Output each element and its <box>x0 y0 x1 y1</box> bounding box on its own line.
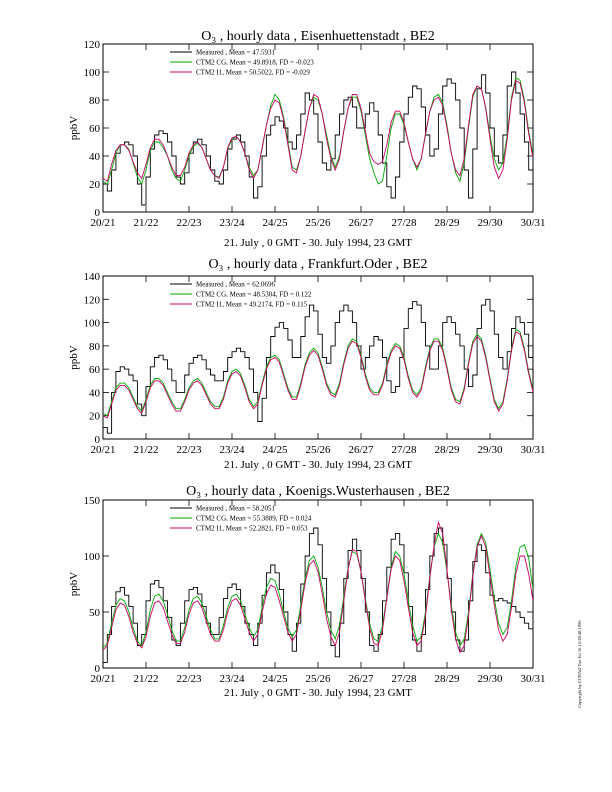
series-line-measured <box>103 71 533 206</box>
x-tick-label: 24/25 <box>262 673 288 685</box>
legend-label: CTM2 CG, Mean = 55.3889, FD = 0.024 <box>196 515 312 523</box>
chart-title: O₃ , hourly data , Frankfurt.Oder , BE2 <box>208 257 427 272</box>
x-tick-label: 30/31 <box>520 444 545 456</box>
x-tick-label: 26/27 <box>348 444 374 456</box>
copyright-note: Copyright by EURAD Tue Jul 16 15:28:48 1… <box>577 620 582 708</box>
legend-label: CTM2 I1, Mean = 49.2174, FD = 0.115 <box>196 301 308 309</box>
x-axis-label: 21. July , 0 GMT - 30. July 1994, 23 GMT <box>224 459 412 471</box>
y-tick-label: 50 <box>89 607 101 619</box>
x-tick-label: 29/30 <box>477 673 503 685</box>
chart-panel-2: O₃ , hourly data , Frankfurt.Oder , BE2 0… <box>68 257 546 471</box>
y-axis-label: ppbV <box>68 572 80 597</box>
y-tick-label: 40 <box>89 151 101 163</box>
y-tick-label: 0 <box>95 207 101 219</box>
x-tick-label: 25/26 <box>305 217 331 229</box>
x-tick-label: 30/31 <box>520 217 545 229</box>
x-tick-label: 30/31 <box>520 673 545 685</box>
series-line-ctm2-i1 <box>103 331 533 419</box>
legend-label: CTM2 I1, Mean = 50.5022, FD = -0.029 <box>196 69 310 77</box>
x-tick-label: 21/22 <box>133 217 158 229</box>
y-tick-label: 20 <box>89 411 101 423</box>
x-tick-label: 23/24 <box>219 444 245 456</box>
chart-panel-1: O₃ , hourly data , Eisenhuettenstadt , B… <box>68 29 546 249</box>
series-line-ctm2-cg <box>103 532 533 649</box>
y-tick-label: 150 <box>84 495 101 507</box>
x-tick-label: 20/21 <box>90 217 115 229</box>
chart-title: O₃ , hourly data , Eisenhuettenstadt , B… <box>201 29 435 44</box>
legend-label: CTM2 CG, Mean = 49.8918, FD = -0.023 <box>196 59 314 67</box>
x-tick-label: 27/28 <box>391 217 417 229</box>
x-tick-label: 23/24 <box>219 217 245 229</box>
x-tick-label: 21/22 <box>133 673 158 685</box>
y-axis-label: ppbV <box>68 345 80 370</box>
plot-frame <box>102 275 534 440</box>
x-tick-label: 28/29 <box>434 444 460 456</box>
legend-label: CTM2 I1, Mean = 52.2821, FD = 0.053 <box>196 525 308 533</box>
legend-label: Measured , Mean = 58.2051 <box>196 505 275 513</box>
x-tick-label: 20/21 <box>90 673 115 685</box>
y-tick-label: 120 <box>84 294 101 306</box>
y-tick-label: 0 <box>95 663 101 675</box>
x-tick-label: 27/28 <box>391 444 417 456</box>
x-axis-label: 21. July , 0 GMT - 30. July 1994, 23 GMT <box>224 687 412 699</box>
x-axis-label: 21. July , 0 GMT - 30. July 1994, 23 GMT <box>224 237 412 249</box>
x-tick-label: 22/23 <box>176 217 202 229</box>
chart-panels: O₃ , hourly data , Eisenhuettenstadt , B… <box>68 29 546 699</box>
y-tick-label: 140 <box>84 271 101 283</box>
x-tick-label: 26/27 <box>348 673 374 685</box>
series-line-ctm2-i1 <box>103 520 533 654</box>
chart-title: O₃ , hourly data , Koenigs.Wusterhausen … <box>186 484 450 499</box>
y-tick-label: 0 <box>95 434 101 446</box>
series-line-ctm2-i1 <box>103 79 533 182</box>
x-tick-label: 24/25 <box>262 217 288 229</box>
x-tick-label: 25/26 <box>305 444 331 456</box>
x-tick-label: 28/29 <box>434 217 460 229</box>
y-tick-label: 100 <box>84 67 101 79</box>
legend-label: Measured , Mean = 47.5931 <box>196 49 275 57</box>
x-tick-label: 29/30 <box>477 444 503 456</box>
y-tick-label: 80 <box>89 95 101 107</box>
chart-panel-3: O₃ , hourly data , Koenigs.Wusterhausen … <box>68 484 546 699</box>
x-tick-label: 25/26 <box>305 673 331 685</box>
x-tick-label: 20/21 <box>90 444 115 456</box>
y-axis-label: ppbV <box>68 116 80 141</box>
y-tick-label: 100 <box>84 318 101 330</box>
y-tick-label: 40 <box>89 387 101 399</box>
y-tick-label: 100 <box>84 551 101 563</box>
x-tick-label: 22/23 <box>176 673 202 685</box>
y-tick-label: 60 <box>89 364 101 376</box>
x-tick-label: 28/29 <box>434 673 460 685</box>
x-tick-label: 29/30 <box>477 217 503 229</box>
y-tick-label: 120 <box>84 39 101 51</box>
legend-label: CTM2 CG, Mean = 48.5304, FD = 0.122 <box>196 291 312 299</box>
x-tick-label: 21/22 <box>133 444 158 456</box>
series-line-ctm2-cg <box>103 328 533 417</box>
x-tick-label: 22/23 <box>176 444 202 456</box>
y-tick-label: 80 <box>89 341 101 353</box>
x-tick-label: 26/27 <box>348 217 374 229</box>
series-line-measured <box>103 527 533 663</box>
x-tick-label: 24/25 <box>262 444 288 456</box>
series-line-measured <box>103 298 533 434</box>
legend-label: Measured , Mean = 62.0696 <box>196 281 275 289</box>
series-line-ctm2-cg <box>103 76 533 186</box>
plot-frame <box>102 499 534 669</box>
y-tick-label: 20 <box>89 179 101 191</box>
y-tick-label: 60 <box>89 123 101 135</box>
x-tick-label: 23/24 <box>219 673 245 685</box>
x-tick-label: 27/28 <box>391 673 417 685</box>
